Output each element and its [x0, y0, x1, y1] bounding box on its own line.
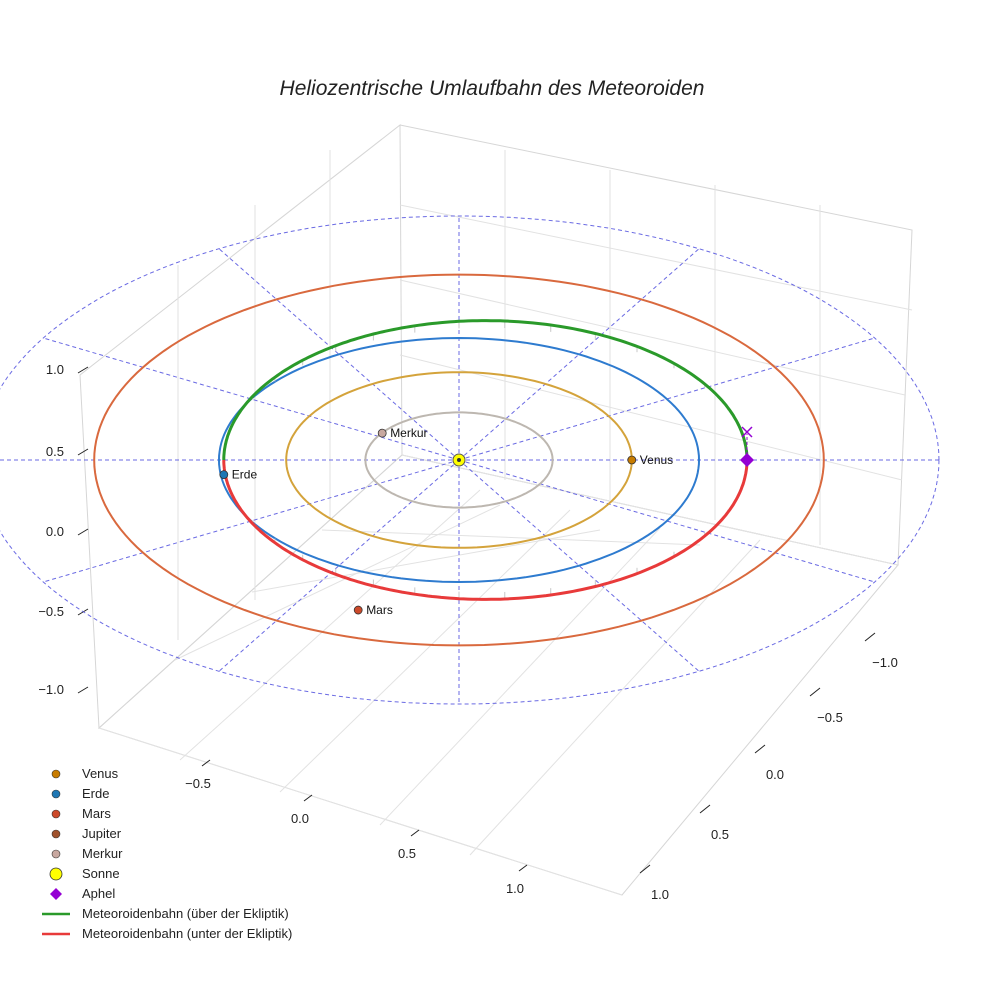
y-tick-mark [864, 632, 876, 642]
ecliptic-reference [0, 215, 940, 705]
wall-grid-line [399, 279, 906, 396]
x-tick-mark [303, 794, 313, 802]
floor-grid-line [179, 489, 481, 761]
x-tick-label: −0.5 [185, 776, 211, 791]
y-tick-mark [754, 744, 766, 754]
floor-grid-line [379, 527, 661, 826]
legend-swatch [51, 769, 61, 779]
y-tick-label: −0.5 [817, 710, 843, 725]
y-tick-mark [639, 864, 651, 874]
z-tick-label: −1.0 [38, 682, 64, 697]
legend-label: Merkur [82, 846, 123, 861]
grid-planes [79, 123, 913, 896]
ecliptic-spoke [43, 337, 460, 461]
legend-swatch [50, 888, 62, 900]
orbit-mars [93, 273, 825, 647]
planet-label-mars: Mars [366, 603, 393, 617]
planet-label-merkur: Merkur [390, 426, 427, 440]
legend: Venus Erde Mars Jupiter Merkur Sonne Aphel Mete… [42, 766, 292, 941]
floor-grid-line [401, 454, 899, 566]
ecliptic-spoke [218, 459, 460, 672]
floor-plane [98, 454, 899, 896]
orbit-erde [217, 336, 700, 584]
chart-title: Heliozentrische Umlaufbahn des Meteoroid… [280, 77, 705, 100]
z-tick-label: 0.0 [46, 524, 64, 539]
planet-venus [627, 455, 637, 465]
ecliptic-spoke [218, 248, 460, 461]
x-tick-label: 1.0 [506, 881, 524, 896]
z-tick-mark [77, 686, 89, 694]
x-tick-mark [410, 829, 420, 837]
z-tick-label: 0.5 [46, 444, 64, 459]
legend-swatch [49, 867, 63, 881]
legend-label: Aphel [82, 886, 115, 901]
wall-grid-line [399, 354, 903, 481]
legend-label: Meteoroidenbahn (unter der Ekliptik) [82, 926, 292, 941]
legend-swatch [51, 849, 61, 859]
aphel-cross [741, 426, 753, 438]
axis-ticks: −1.0 −0.5 0.0 0.5 1.0 −0.5 0.0 0.5 1.0 −1.0 −0.5 0.… [38, 362, 898, 902]
x-tick-mark [518, 864, 528, 872]
z-tick-mark [77, 448, 89, 456]
y-tick-label: −1.0 [872, 655, 898, 670]
legend-swatch [51, 809, 61, 819]
x-tick-label: 0.5 [398, 846, 416, 861]
ecliptic-spoke [43, 459, 460, 583]
floor-grid-line [251, 529, 601, 593]
y-tick-label: 1.0 [651, 887, 669, 902]
wall-grid-line [399, 204, 913, 311]
sun-core [457, 458, 461, 462]
z-tick-label: 1.0 [46, 362, 64, 377]
ecliptic-spoke [458, 459, 700, 672]
planet-label-erde: Erde [232, 468, 258, 482]
planet-label-venus: Venus [640, 453, 673, 467]
meteoroid-orbit-below [222, 460, 749, 601]
x-tick-label: 0.0 [291, 811, 309, 826]
y-tick-mark [699, 804, 711, 814]
legend-label: Jupiter [82, 826, 122, 841]
legend-swatch [51, 789, 61, 799]
orbit-merkur [364, 411, 554, 509]
legend-label: Meteoroidenbahn (über der Ekliptik) [82, 906, 289, 921]
bodies: Venus Erde Mars Merkur [219, 426, 754, 617]
y-tick-mark [809, 687, 821, 697]
planet-erde [219, 470, 229, 480]
z-tick-label: −0.5 [38, 604, 64, 619]
z-tick-mark [77, 366, 89, 374]
meteoroid-orbit [222, 319, 749, 601]
planet-mars [353, 605, 363, 615]
meteoroid-orbit-above [222, 319, 749, 460]
floor-grid-line [279, 509, 571, 793]
orbit-venus [285, 371, 633, 549]
back-wall-right [399, 124, 913, 566]
legend-label: Erde [82, 786, 109, 801]
x-tick-mark [201, 759, 211, 767]
y-tick-label: 0.0 [766, 767, 784, 782]
ecliptic-spoke [458, 337, 875, 461]
legend-label: Venus [82, 766, 119, 781]
planet-merkur [377, 428, 387, 438]
floor-grid-line [98, 727, 623, 896]
floor-grid-line [469, 539, 761, 856]
y-tick-label: 0.5 [711, 827, 729, 842]
planet-orbits [93, 273, 825, 647]
legend-swatch [51, 829, 61, 839]
z-tick-mark [77, 528, 89, 536]
legend-label: Mars [82, 806, 111, 821]
ecliptic-spoke [458, 248, 700, 461]
floor-grid-line [174, 504, 501, 661]
legend-label: Sonne [82, 866, 120, 881]
ecliptic-spoke [458, 459, 875, 583]
